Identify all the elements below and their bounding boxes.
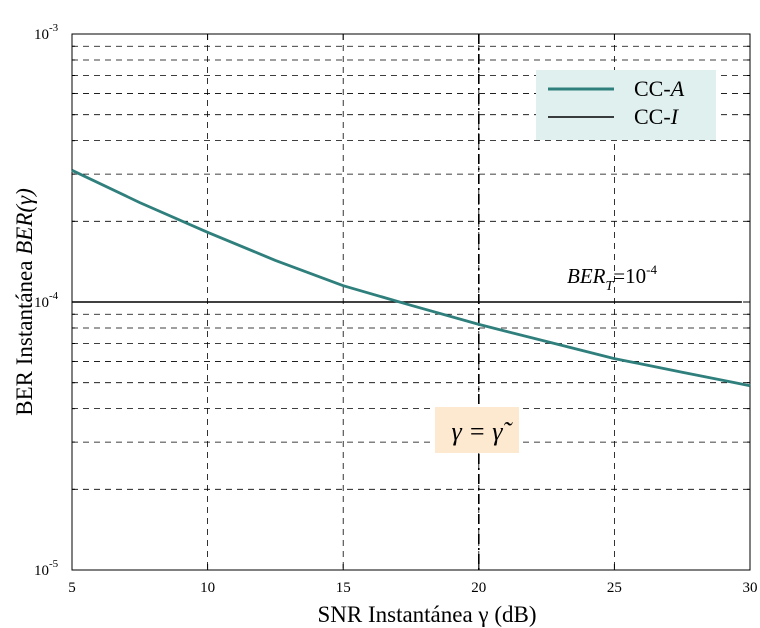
y-tick-label: 10-4 bbox=[34, 290, 59, 311]
legend-box bbox=[536, 70, 716, 140]
ber-target-annotation: BERT=10-4 bbox=[567, 262, 657, 294]
axis-ticks bbox=[71, 33, 751, 571]
x-tick-label: 10 bbox=[200, 580, 215, 596]
data-series bbox=[71, 169, 751, 388]
legend: CC-A CC-I bbox=[536, 70, 716, 140]
x-tick-label: 5 bbox=[68, 580, 76, 596]
x-tick-label: 15 bbox=[336, 580, 351, 596]
gamma-annotation-box bbox=[435, 407, 519, 453]
x-tick-label: 25 bbox=[607, 580, 622, 596]
y-tick-label: 10-3 bbox=[34, 22, 59, 43]
tick-labels: 5 10 15 20 25 30 10-5 10-4 10-3 bbox=[34, 22, 758, 596]
y-tick-label: 10-5 bbox=[34, 558, 59, 579]
x-tick-label: 30 bbox=[743, 580, 758, 596]
y-axis-label: BER Instantánea BER(γ) bbox=[12, 188, 37, 416]
x-tick-label: 20 bbox=[471, 580, 486, 596]
x-axis-label: SNR Instantánea γ (dB) bbox=[317, 602, 536, 627]
legend-label-cc-a: CC-A bbox=[634, 76, 685, 101]
legend-label-cc-i: CC-I bbox=[634, 104, 680, 129]
series-cc-a-line bbox=[71, 169, 751, 388]
